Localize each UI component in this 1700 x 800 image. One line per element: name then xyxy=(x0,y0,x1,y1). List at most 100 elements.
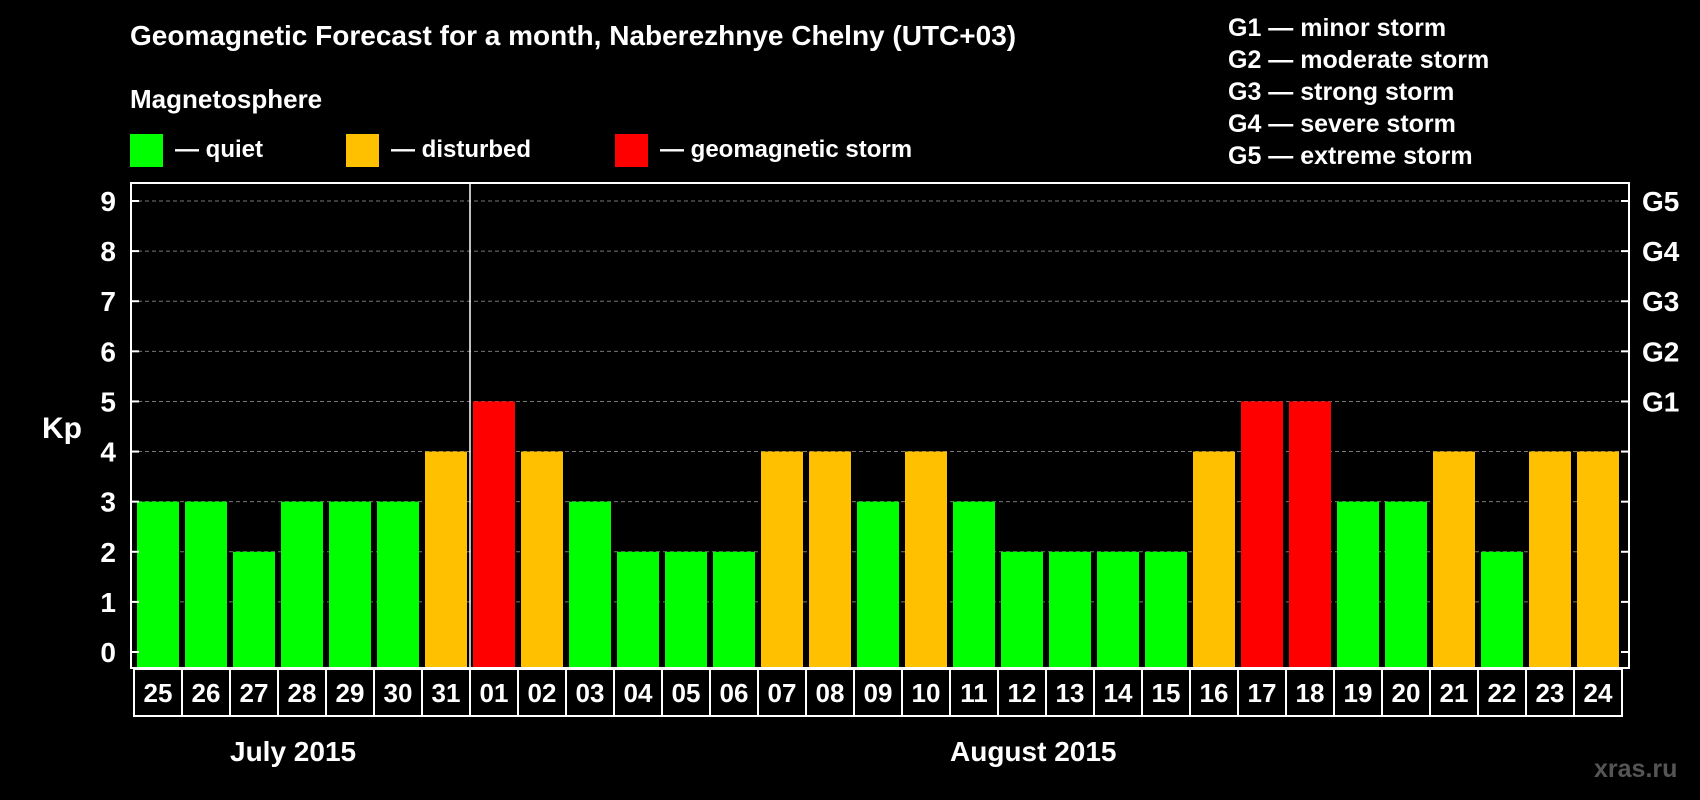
bar xyxy=(1097,551,1139,668)
bar xyxy=(569,501,611,668)
chart-title: Geomagnetic Forecast for a month, Nabere… xyxy=(130,20,1017,51)
x-tick-label: 10 xyxy=(912,678,941,708)
y-tick-label: 4 xyxy=(100,437,116,468)
month-label-july: July 2015 xyxy=(230,736,357,767)
x-tick-label: 04 xyxy=(624,678,653,708)
bar xyxy=(1241,401,1283,668)
y-tick-label: 0 xyxy=(100,637,116,668)
bar xyxy=(905,451,947,668)
bar xyxy=(1049,551,1091,668)
x-tick-label: 28 xyxy=(288,678,317,708)
g3-legend: G3 — strong storm xyxy=(1228,78,1455,106)
legend-swatch-disturbed xyxy=(346,133,379,167)
y-tick-label: 8 xyxy=(100,236,116,267)
bar xyxy=(1481,551,1523,668)
month-label-august: August 2015 xyxy=(950,736,1117,767)
bar xyxy=(1289,401,1331,668)
x-tick-label: 16 xyxy=(1200,678,1229,708)
legend-item-storm: — geomagnetic storm xyxy=(615,132,912,168)
x-tick-label: 05 xyxy=(672,678,701,708)
x-tick-label: 09 xyxy=(864,678,893,708)
x-tick-label: 21 xyxy=(1440,678,1469,708)
bar xyxy=(1337,501,1379,668)
x-tick-label: 27 xyxy=(240,678,269,708)
bar xyxy=(1577,451,1619,668)
bar xyxy=(953,501,995,668)
x-tick-label: 22 xyxy=(1488,678,1517,708)
bar xyxy=(617,551,659,668)
x-tick-label: 26 xyxy=(192,678,221,708)
x-tick-label: 24 xyxy=(1584,678,1613,708)
bar xyxy=(1145,551,1187,668)
x-tick-label: 13 xyxy=(1056,678,1085,708)
x-tick-label: 25 xyxy=(144,678,173,708)
x-tick-label: 30 xyxy=(384,678,413,708)
g5-legend: G5 — extreme storm xyxy=(1228,142,1473,170)
g1-legend: G1 — minor storm xyxy=(1228,14,1447,42)
y-tick-label: 9 xyxy=(100,186,116,217)
bar xyxy=(1193,451,1235,668)
y-tick-label: 1 xyxy=(100,587,116,618)
y-axis-label: Kp xyxy=(42,412,82,445)
g-level-tick-label: G4 xyxy=(1642,236,1680,267)
x-tick-label: 07 xyxy=(768,678,797,708)
bar xyxy=(713,551,755,668)
x-tick-label: 14 xyxy=(1104,678,1133,708)
x-tick-label: 31 xyxy=(432,678,461,708)
bar xyxy=(329,501,371,668)
magnetosphere-legend: — quiet — disturbed — geomagnetic storm xyxy=(130,132,1030,168)
x-tick-label: 23 xyxy=(1536,678,1565,708)
bar xyxy=(1001,551,1043,668)
bar xyxy=(857,501,899,668)
x-tick-label: 17 xyxy=(1248,678,1277,708)
legend-label-disturbed: — disturbed xyxy=(391,136,532,163)
bar xyxy=(185,501,227,668)
x-tick-label: 08 xyxy=(816,678,845,708)
bar xyxy=(425,451,467,668)
bar xyxy=(665,551,707,668)
legend-label-storm: — geomagnetic storm xyxy=(660,136,913,163)
storm-level-legend: G1 — minor storm G2 — moderate storm G3 … xyxy=(1228,12,1489,172)
watermark: xras.ru xyxy=(1594,755,1678,783)
bar xyxy=(233,551,275,668)
legend-item-quiet: — quiet xyxy=(130,132,263,168)
legend-swatch-storm xyxy=(615,133,648,167)
bar xyxy=(1433,451,1475,668)
bar xyxy=(1385,501,1427,668)
x-tick-label: 15 xyxy=(1152,678,1181,708)
x-tick-label: 02 xyxy=(528,678,557,708)
g-level-tick-label: G1 xyxy=(1642,386,1679,417)
bar xyxy=(809,451,851,668)
g-level-tick-label: G5 xyxy=(1642,186,1679,217)
x-tick-label: 20 xyxy=(1392,678,1421,708)
legend-item-disturbed: — disturbed xyxy=(346,132,531,168)
g-level-tick-label: G3 xyxy=(1642,286,1679,317)
y-tick-label: 3 xyxy=(100,487,116,518)
g2-legend: G2 — moderate storm xyxy=(1228,46,1490,74)
bar xyxy=(281,501,323,668)
x-tick-label: 06 xyxy=(720,678,749,708)
bar xyxy=(473,401,515,668)
x-tick-label: 01 xyxy=(480,678,509,708)
legend-swatch-quiet xyxy=(130,133,163,167)
date-row-frame xyxy=(133,668,1623,717)
x-tick-label: 03 xyxy=(576,678,605,708)
bar xyxy=(137,501,179,668)
x-tick-label: 12 xyxy=(1008,678,1037,708)
y-tick-label: 2 xyxy=(100,537,116,568)
bar xyxy=(761,451,803,668)
g-level-tick-label: G2 xyxy=(1642,336,1679,367)
bar xyxy=(377,501,419,668)
x-tick-label: 18 xyxy=(1296,678,1325,708)
y-tick-label: 5 xyxy=(100,386,116,417)
legend-label-quiet: — quiet xyxy=(175,136,263,163)
legend-subtitle: Magnetosphere xyxy=(130,84,323,114)
y-tick-label: 7 xyxy=(100,286,116,317)
bar xyxy=(1529,451,1571,668)
x-tick-label: 29 xyxy=(336,678,365,708)
bar xyxy=(521,451,563,668)
x-tick-label: 11 xyxy=(960,678,988,708)
x-tick-label: 19 xyxy=(1344,678,1373,708)
g4-legend: G4 — severe storm xyxy=(1228,110,1456,138)
